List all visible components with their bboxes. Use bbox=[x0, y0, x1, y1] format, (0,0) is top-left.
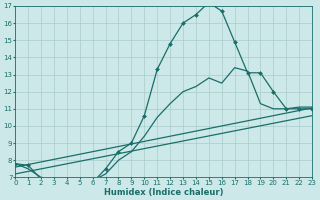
X-axis label: Humidex (Indice chaleur): Humidex (Indice chaleur) bbox=[104, 188, 223, 197]
